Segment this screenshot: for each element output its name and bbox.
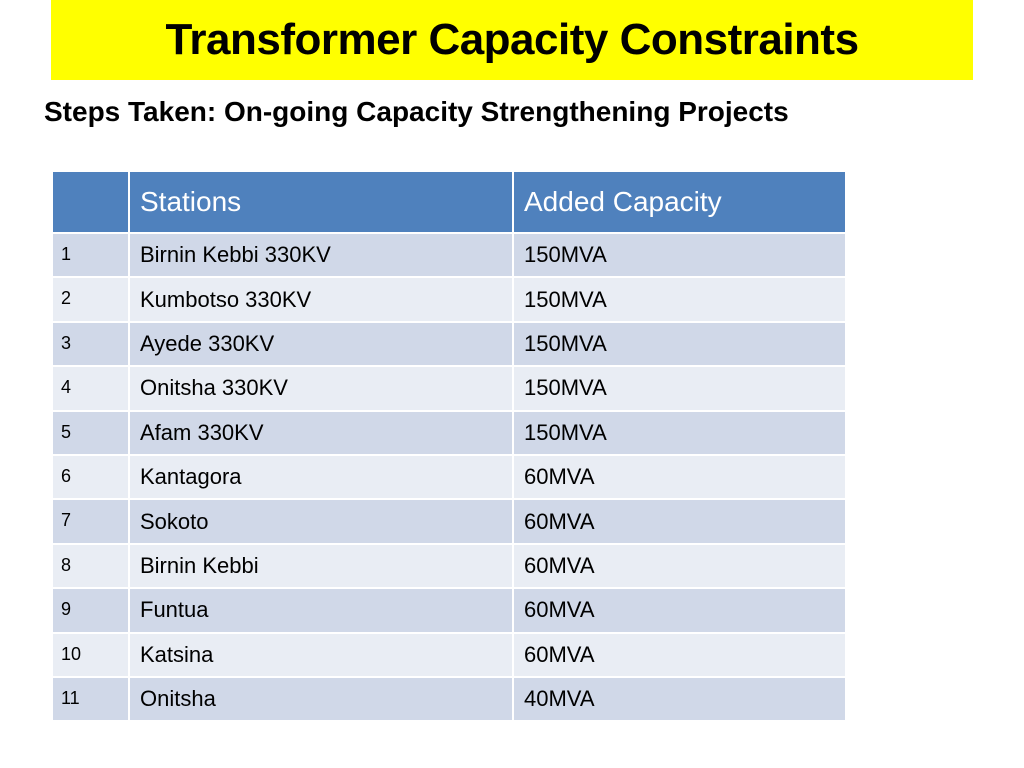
added-capacity-value: 150MVA xyxy=(512,320,847,368)
table-body: 1 Birnin Kebbi 330KV 150MVA 2 Kumbotso 3… xyxy=(51,231,847,723)
added-capacity-value: 150MVA xyxy=(512,231,847,279)
added-capacity-value: 60MVA xyxy=(512,542,847,590)
table-row: 11 Onitsha 40MVA xyxy=(51,675,847,723)
slide-subtitle: Steps Taken: On-going Capacity Strengthe… xyxy=(44,96,789,127)
added-capacity-value: 60MVA xyxy=(512,631,847,678)
station-name: Birnin Kebbi 330KV xyxy=(128,231,514,279)
row-number: 5 xyxy=(51,409,130,456)
station-name: Onitsha xyxy=(128,675,514,723)
row-number: 6 xyxy=(51,453,130,501)
station-name: Funtua xyxy=(128,587,514,634)
station-name: Afam 330KV xyxy=(128,409,514,456)
row-number: 10 xyxy=(51,631,130,678)
table-row: 2 Kumbotso 330KV 150MVA xyxy=(51,276,847,323)
table-row: 5 Afam 330KV 150MVA xyxy=(51,409,847,456)
row-number: 2 xyxy=(51,276,130,323)
added-capacity-value: 60MVA xyxy=(512,587,847,634)
table-row: 6 Kantagora 60MVA xyxy=(51,453,847,501)
row-number: 4 xyxy=(51,365,130,412)
header-added-capacity: Added Capacity xyxy=(512,170,847,234)
row-number: 11 xyxy=(51,675,130,723)
table-row: 4 Onitsha 330KV 150MVA xyxy=(51,365,847,412)
station-name: Katsina xyxy=(128,631,514,678)
table-row: 9 Funtua 60MVA xyxy=(51,587,847,634)
table-row: 10 Katsina 60MVA xyxy=(51,631,847,678)
added-capacity-value: 40MVA xyxy=(512,675,847,723)
added-capacity-value: 60MVA xyxy=(512,498,847,545)
added-capacity-value: 150MVA xyxy=(512,365,847,412)
table-header-row: Stations Added Capacity xyxy=(51,170,847,234)
station-name: Kumbotso 330KV xyxy=(128,276,514,323)
added-capacity-value: 150MVA xyxy=(512,276,847,323)
title-banner: Transformer Capacity Constraints xyxy=(51,0,973,80)
table-row: 8 Birnin Kebbi 60MVA xyxy=(51,542,847,590)
capacity-projects-table: Stations Added Capacity 1 Birnin Kebbi 3… xyxy=(51,170,847,723)
station-name: Kantagora xyxy=(128,453,514,501)
table-row: 3 Ayede 330KV 150MVA xyxy=(51,320,847,368)
station-name: Ayede 330KV xyxy=(128,320,514,368)
slide-title: Transformer Capacity Constraints xyxy=(165,15,859,64)
row-number: 3 xyxy=(51,320,130,368)
table-row: 7 Sokoto 60MVA xyxy=(51,498,847,545)
row-number: 8 xyxy=(51,542,130,590)
added-capacity-value: 150MVA xyxy=(512,409,847,456)
table-row: 1 Birnin Kebbi 330KV 150MVA xyxy=(51,231,847,279)
row-number: 9 xyxy=(51,587,130,634)
station-name: Sokoto xyxy=(128,498,514,545)
row-number: 1 xyxy=(51,231,130,279)
station-name: Birnin Kebbi xyxy=(128,542,514,590)
row-number: 7 xyxy=(51,498,130,545)
station-name: Onitsha 330KV xyxy=(128,365,514,412)
added-capacity-value: 60MVA xyxy=(512,453,847,501)
header-number xyxy=(51,170,130,234)
header-stations: Stations xyxy=(128,170,514,234)
